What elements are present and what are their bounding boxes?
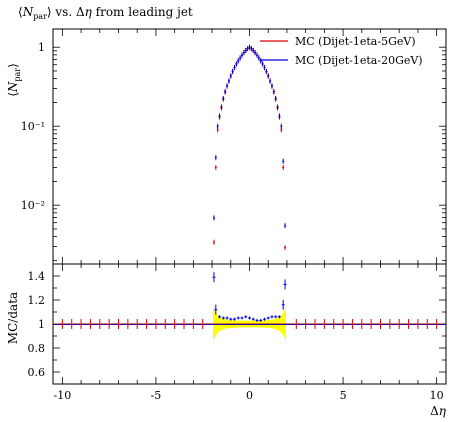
svg-text:Δη: Δη bbox=[430, 404, 447, 418]
ratio-plot-panel: -10 -5 0 5 10 0.6 0.8 1 1.2 1.4 bbox=[28, 263, 447, 402]
x-axis-label: Δη bbox=[430, 404, 447, 418]
ratio-y-tick-label: 1.4 bbox=[28, 270, 46, 283]
legend: MC (Dijet-1eta-5GeV) MC (Dijet-1eta-20Ge… bbox=[260, 35, 423, 67]
svg-text:⟨Npar⟩: ⟨Npar⟩ bbox=[6, 63, 22, 97]
legend-label-mc-5gev: MC (Dijet-1eta-5GeV) bbox=[295, 35, 416, 48]
x-tick-label-10: 10 bbox=[430, 389, 444, 402]
y-axis-label-main: ⟨Npar⟩ bbox=[6, 63, 22, 97]
x-tick-label-5: -5 bbox=[151, 389, 162, 402]
x-tick-label-0: 0 bbox=[246, 389, 253, 402]
x-tick-label-5: 5 bbox=[340, 389, 347, 402]
main-y-tick-label: 10⁻¹ bbox=[21, 120, 45, 133]
main-y-tick-label: 10⁻² bbox=[21, 199, 45, 212]
main-y-tick-label: 1 bbox=[38, 41, 45, 54]
ratio-y-tick-label: 1 bbox=[38, 318, 45, 331]
ratio-y-tick-label: 0.6 bbox=[28, 366, 46, 379]
legend-label-mc-20gev: MC (Dijet-1eta-20GeV) bbox=[295, 54, 423, 67]
ratio-y-tick-label: 0.8 bbox=[28, 342, 46, 355]
x-tick-label-10: -10 bbox=[53, 389, 71, 402]
ratio-y-tick-label: 1.2 bbox=[28, 294, 46, 307]
chart-title: ⟨Npar⟩ vs. Δη from leading jet bbox=[18, 5, 193, 21]
y-axis-label-ratio: MC/data bbox=[6, 292, 20, 344]
